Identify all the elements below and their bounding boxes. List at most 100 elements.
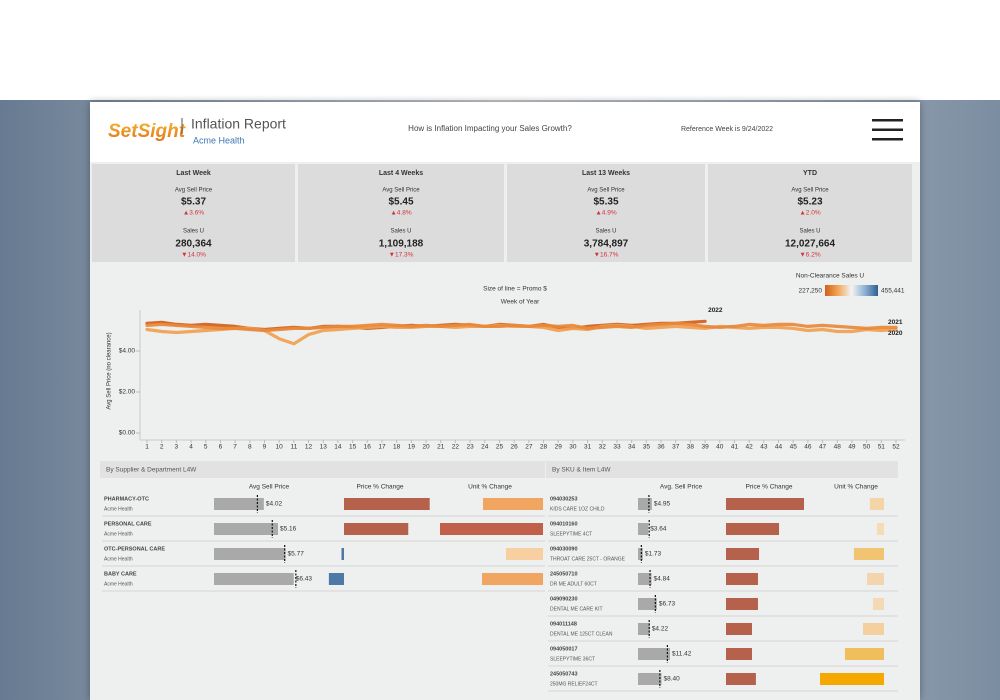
row-sub: KIDS CARE 1OZ CHILD: [550, 506, 605, 512]
x-tick-label: 46: [804, 444, 812, 451]
trend-line: [145, 321, 898, 333]
column-header: Unit % Change: [834, 484, 878, 491]
kpi-label: Sales U: [595, 229, 616, 235]
price-label: $1.73: [645, 551, 662, 558]
x-tick-label: 2: [160, 444, 164, 451]
kpi-label: Avg Sell Price: [587, 188, 625, 194]
kpi-value: $5.35: [593, 197, 618, 208]
row-sub: 250MG RELIEF24CT: [550, 681, 598, 687]
x-tick-label: 15: [349, 444, 357, 451]
kpi-value: 1,109,188: [379, 239, 424, 250]
legend-max: 455,441: [881, 288, 905, 295]
row-name: 245050710: [550, 571, 578, 577]
x-tick-label: 16: [364, 444, 372, 451]
price-bar: [214, 498, 264, 510]
x-tick-label: 10: [276, 444, 284, 451]
x-tick-label: 11: [290, 444, 297, 451]
x-tick-label: 23: [466, 444, 474, 451]
x-tick-label: 20: [422, 444, 430, 451]
series-label: 2022: [708, 307, 723, 314]
menu-bar: [872, 128, 903, 131]
kpi-label: Avg Sell Price: [791, 188, 829, 194]
price-change-bar: [726, 548, 760, 560]
price-change-bar: [726, 573, 758, 585]
price-change-bar: [726, 598, 758, 610]
table-header: [546, 461, 898, 478]
y-tick-label: $2.00: [119, 389, 136, 396]
price-change-bar: [726, 523, 780, 535]
x-tick-label: 43: [760, 444, 768, 451]
unit-change-bar: [440, 523, 543, 535]
x-tick-label: 18: [393, 444, 401, 451]
price-label: $4.84: [654, 576, 671, 583]
price-change-bar: [726, 498, 804, 510]
price-label: $5.77: [288, 551, 305, 558]
x-tick-label: 7: [233, 444, 237, 451]
x-tick-label: 30: [569, 444, 577, 451]
x-axis-title: Week of Year: [501, 299, 540, 306]
menu-bar: [872, 119, 903, 122]
x-tick-label: 8: [248, 444, 252, 451]
kpi-period: YTD: [803, 170, 817, 177]
menu-button[interactable]: [868, 116, 906, 144]
price-bar: [638, 673, 662, 685]
price-change-bar: [344, 498, 430, 510]
kpi-value: 280,364: [175, 239, 212, 250]
x-tick-label: 13: [320, 444, 328, 451]
x-tick-label: 47: [819, 444, 827, 451]
y-tick-label: $4.00: [119, 348, 136, 355]
row-name: 094030253: [550, 496, 578, 502]
price-bar: [638, 623, 650, 635]
kpi-value: $5.37: [181, 197, 206, 208]
legend-bar: [825, 285, 878, 296]
column-header: Price % Change: [746, 484, 793, 491]
row-name: 245050743: [550, 671, 578, 677]
x-tick-label: 37: [672, 444, 680, 451]
price-change-bar: [328, 573, 344, 585]
x-tick-label: 14: [334, 444, 342, 451]
unit-change-bar: [820, 673, 884, 685]
x-tick-label: 6: [219, 444, 223, 451]
kpi-change: ▲3.6%: [183, 210, 204, 217]
x-tick-label: 40: [716, 444, 724, 451]
kpi-period: Last Week: [176, 170, 211, 177]
column-header: Avg Sell Price: [249, 484, 290, 491]
row-name: 094010160: [550, 521, 578, 527]
row-sub: DENTAL ME CARE KIT: [550, 606, 603, 612]
row-name: 094011148: [550, 621, 577, 627]
unit-change-bar: [853, 548, 884, 560]
row-name: PERSONAL CARE: [104, 521, 152, 527]
x-tick-label: 26: [511, 444, 519, 451]
report-title: Inflation Report: [191, 116, 286, 132]
price-bar: [214, 573, 294, 585]
x-tick-label: 48: [834, 444, 842, 451]
y-tick-label: $0.00: [119, 430, 136, 437]
x-tick-label: 51: [878, 444, 886, 451]
x-tick-label: 50: [863, 444, 871, 451]
row-sub: DR ME ADULT 60CT: [550, 581, 597, 587]
x-tick-label: 9: [263, 444, 267, 451]
legend-min: 227,250: [799, 288, 823, 295]
x-tick-label: 19: [408, 444, 416, 451]
x-tick-label: 5: [204, 444, 208, 451]
unit-change-bar: [876, 523, 884, 535]
price-change-bar: [726, 648, 752, 660]
table-header: [100, 461, 545, 478]
logo: SetSight: [108, 121, 186, 142]
series-label: 2020: [888, 330, 903, 337]
kpi-label: Avg Sell Price: [175, 188, 213, 194]
row-name: OTC-PERSONAL CARE: [104, 546, 165, 552]
x-tick-label: 33: [613, 444, 621, 451]
kpi-value: 12,027,664: [785, 239, 835, 250]
price-change-bar: [726, 673, 756, 685]
kpi-label: Sales U: [390, 229, 411, 235]
legend-title: Non-Clearance Sales U: [796, 273, 865, 280]
question: How is Inflation Impacting your Sales Gr…: [408, 124, 572, 133]
kpi-change: ▲4.8%: [390, 210, 411, 217]
price-label: $6.43: [296, 576, 313, 583]
price-bar: [638, 523, 649, 535]
x-tick-label: 45: [790, 444, 798, 451]
price-label: $6.73: [659, 601, 676, 608]
x-tick-label: 1: [145, 444, 149, 451]
row-name: 049090230: [550, 596, 578, 602]
